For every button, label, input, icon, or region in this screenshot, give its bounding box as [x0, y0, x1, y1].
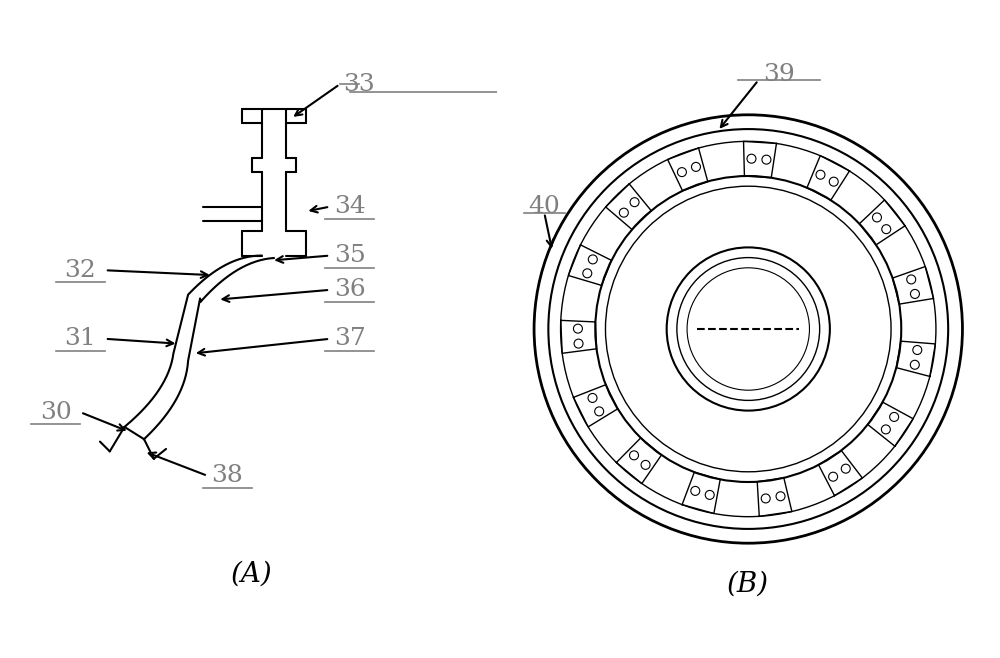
Text: 39: 39 — [763, 63, 795, 86]
Text: 30: 30 — [40, 401, 72, 424]
Text: 33: 33 — [344, 72, 375, 95]
Text: 40: 40 — [528, 195, 560, 218]
Text: 37: 37 — [334, 327, 366, 350]
Text: 32: 32 — [65, 259, 96, 282]
Text: (A): (A) — [231, 561, 273, 588]
Text: (B): (B) — [727, 570, 769, 597]
Text: 31: 31 — [65, 327, 96, 350]
Text: 35: 35 — [334, 244, 366, 267]
Text: 38: 38 — [211, 465, 243, 488]
Text: 34: 34 — [334, 195, 366, 218]
Text: 36: 36 — [334, 278, 366, 301]
